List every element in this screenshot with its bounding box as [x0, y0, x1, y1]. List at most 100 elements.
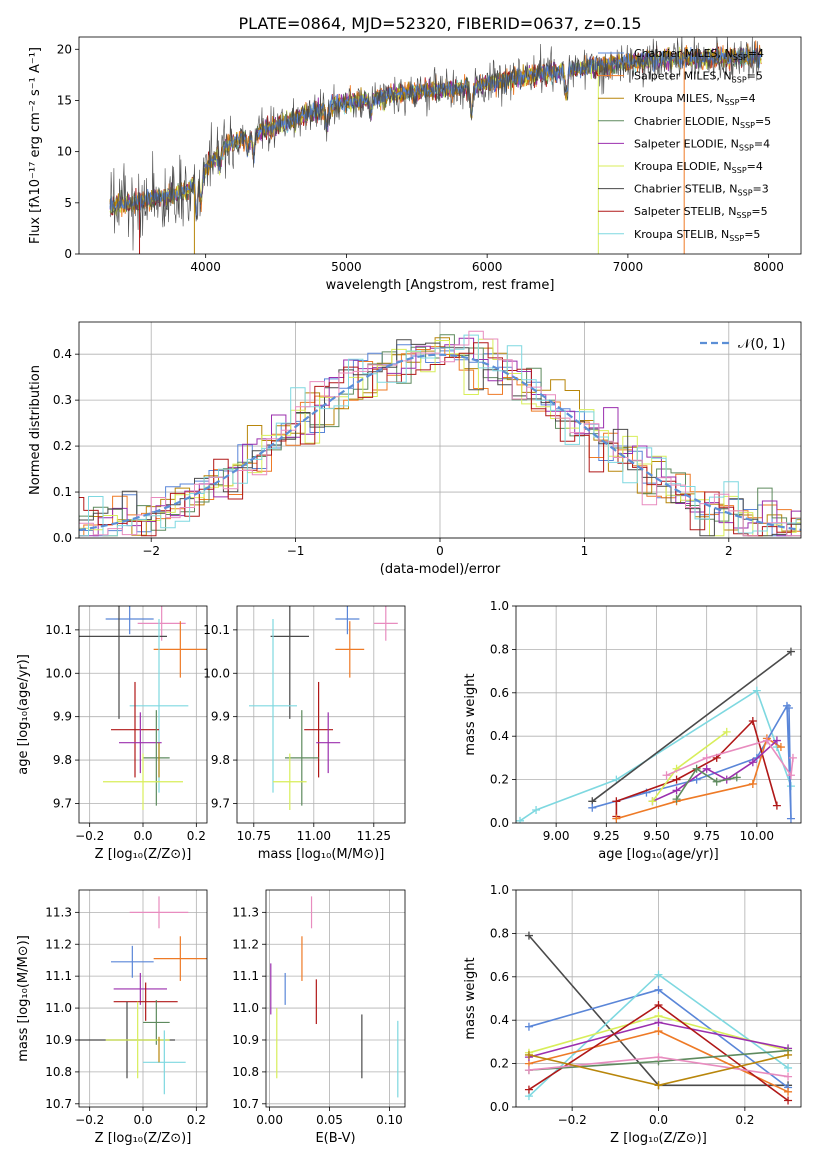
spectrum-ytick-label: 20	[57, 42, 72, 56]
residuals-hist-kroupa-stelib	[79, 334, 801, 537]
weight_Z-axes: −0.2 0.0 0.2 0.0 0.2 0.4 0.6 0.8 1.0 Z [log₁₀(Z/Z…	[463, 883, 801, 1146]
weight_age-line	[519, 689, 792, 822]
weight_age-xlabel: age [log₁₀(age/yr)]	[598, 847, 719, 862]
age_mass-point	[285, 710, 319, 806]
weight_Z-xtick-label: 0.0	[649, 1113, 668, 1127]
weight_age-axes: 9.00 9.25 9.50 9.75 10.00 0.0 0.2 0.4 0.6 0.8 1.0 a…	[463, 599, 801, 862]
weight_age-marker	[748, 717, 757, 726]
age_Z-ytick-label: 10.0	[45, 666, 72, 680]
age_Z-point	[143, 710, 170, 806]
weight_Z-ylabel: mass weight	[463, 957, 478, 1039]
weight_Z-series	[524, 970, 793, 1101]
age_mass-ytick-label: 9.8	[211, 753, 230, 767]
weight_age-marker	[762, 736, 771, 745]
weight_Z-frame	[515, 889, 802, 1108]
weight_age-marker	[612, 814, 621, 823]
weight_Z-marker	[654, 1081, 663, 1090]
age_mass-point	[249, 619, 297, 793]
weight_age-marker	[784, 703, 793, 712]
mass_Z-ylabel: mass [log₁₀(M/M⊙)]	[16, 935, 31, 1062]
spectrum-ylabel: Flux [fλ10⁻¹⁷ erg cm⁻² s⁻¹ A⁻¹]	[28, 47, 43, 244]
weight_Z-marker	[654, 1001, 663, 1010]
weight_age-line	[675, 767, 737, 800]
age_Z-xtick-label: 0.2	[187, 829, 206, 843]
weight_age-ytick-label: 0.8	[490, 642, 509, 656]
age_mass-xlabel: mass [log₁₀(M/M⊙)]	[258, 847, 385, 862]
weight_age-marker	[772, 736, 781, 745]
mass_Z-xlabel: Z [log₁₀(Z/Z⊙)]	[95, 1131, 192, 1146]
spectrum-xtick-label: 8000	[753, 260, 784, 274]
spectrum-legend-label: Salpeter STELIB, NSSP=5	[634, 205, 768, 220]
weight_age-marker	[648, 797, 657, 806]
weight_age-line	[591, 650, 792, 802]
age_Z-xtick-label: 0.0	[133, 829, 152, 843]
weight_Z-ytick-label: 0.0	[490, 1100, 509, 1114]
spectrum-legend-label: Kroupa STELIB, NSSP=5	[634, 228, 760, 243]
weight_Z-marker	[784, 1087, 793, 1096]
weight_Z-marker	[784, 1063, 793, 1072]
age_mass-point	[335, 606, 360, 635]
weight_age-ytick-label: 0.6	[490, 686, 509, 700]
weight_Z-marker	[524, 1066, 533, 1075]
weight_Z-ytick-label: 0.6	[490, 970, 509, 984]
age_mass-point	[335, 621, 365, 678]
spectrum-legend-label: Kroupa MILES, NSSP=4	[634, 92, 756, 107]
mass_Z-xtick-label: 0.2	[187, 1113, 206, 1127]
spectrum-data-line	[109, 37, 762, 251]
weight_age-marker	[732, 773, 741, 782]
spectrum-legend-label: Salpeter MILES, NSSP=5	[634, 70, 763, 85]
age_Z-axes: −0.2 0.0 0.2 9.7 9.8 9.9 10.0 10.1 Z [log₁₀(Z/Z⊙…	[16, 606, 207, 862]
weight_Z-marker	[784, 1050, 793, 1059]
weight_age-ytick-label: 1.0	[490, 599, 509, 613]
age_Z-xtick-label: −0.2	[75, 829, 104, 843]
weight_Z-marker	[524, 1022, 533, 1031]
weight_age-xtick-label: 9.00	[543, 829, 570, 843]
residuals-xtick-label: −1	[287, 544, 305, 558]
residuals-ytick-label: 0.2	[53, 439, 72, 453]
mass_Z-ytick-label: 11.2	[45, 937, 72, 951]
mass_EBV-ytick-label: 11.0	[232, 1001, 259, 1015]
weight_age-marker	[712, 777, 721, 786]
weight_Z-marker	[654, 985, 663, 994]
weight_age-marker	[612, 797, 621, 806]
spectrum-legend-label: Salpeter ELODIE, NSSP=4	[634, 137, 770, 152]
weight_age-marker	[702, 764, 711, 773]
age_Z-point	[103, 753, 183, 810]
weight_age-marker	[702, 753, 711, 762]
mass_EBV-ytick-label: 11.1	[232, 969, 259, 983]
spectrum-ytick-label: 0	[64, 247, 72, 261]
mass_Z-axes: −0.2 0.0 0.2 10.7 10.8 10.9 11.0 11.1 11.2 11.3 Z …	[16, 890, 207, 1146]
age_Z-xlabel: Z [log₁₀(Z/Z⊙)]	[95, 847, 192, 862]
age_mass-axes: 10.75 11.00 11.25 9.7 9.8 9.9 10.0 10.1 mass [lo…	[203, 606, 405, 862]
spectrum-axes: 4000 5000 6000 7000 8000 0 5 10 15 20 wavelength […	[28, 42, 784, 293]
residuals-ytick-label: 0.3	[53, 393, 72, 407]
weight_age-series	[516, 686, 795, 823]
weight_Z-marker	[654, 1053, 663, 1062]
weight_age-marker	[672, 786, 681, 795]
weight_age-line	[592, 702, 792, 819]
residuals-ytick-label: 0.4	[53, 347, 72, 361]
weight_age-line	[651, 731, 728, 802]
residuals-hist-pink	[79, 330, 801, 537]
age_Z-ytick-label: 10.1	[45, 623, 72, 637]
weight_age-marker	[748, 758, 757, 767]
spectrum-ytick-label: 15	[57, 93, 72, 107]
mass_EBV-ytick-label: 11.2	[232, 937, 259, 951]
spectrum-legend-label: Kroupa ELODIE, NSSP=4	[634, 160, 763, 175]
age_mass-point	[273, 753, 307, 810]
residuals-hist-salpeter-elodie	[79, 337, 801, 537]
spectrum-xlabel: wavelength [Angstrom, rest frame]	[326, 278, 555, 293]
weight_age-marker	[772, 801, 781, 810]
spectrum-xtick-label: 7000	[613, 260, 644, 274]
spectrum-xtick-label: 6000	[472, 260, 503, 274]
mass_EBV-xtick-label: 0.05	[316, 1113, 343, 1127]
residuals-frame	[78, 321, 802, 539]
mass_Z-ytick-label: 10.8	[45, 1065, 72, 1079]
spectrum-ytick-label: 10	[57, 145, 72, 159]
mass_EBV-ytick-label: 10.8	[232, 1065, 259, 1079]
residuals-normal-curve	[79, 353, 801, 531]
weight_age-marker	[672, 795, 681, 804]
mass_EBV-xlabel: E(B-V)	[315, 1131, 355, 1146]
residuals-xtick-label: 1	[581, 544, 589, 558]
